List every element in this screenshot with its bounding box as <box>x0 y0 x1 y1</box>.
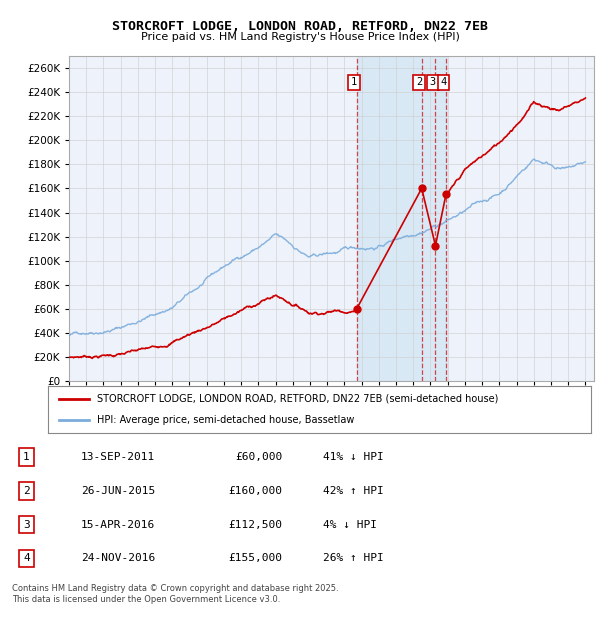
Text: 24-NOV-2016: 24-NOV-2016 <box>81 554 155 564</box>
Text: £60,000: £60,000 <box>235 452 283 462</box>
Text: 26% ↑ HPI: 26% ↑ HPI <box>323 554 384 564</box>
Text: 3: 3 <box>430 78 436 87</box>
Text: This data is licensed under the Open Government Licence v3.0.: This data is licensed under the Open Gov… <box>12 595 280 604</box>
Text: 4: 4 <box>440 78 446 87</box>
Text: 4: 4 <box>23 554 30 564</box>
Text: Contains HM Land Registry data © Crown copyright and database right 2025.: Contains HM Land Registry data © Crown c… <box>12 584 338 593</box>
Text: 41% ↓ HPI: 41% ↓ HPI <box>323 452 384 462</box>
Bar <box>356 56 447 381</box>
Text: 26-JUN-2015: 26-JUN-2015 <box>81 485 155 495</box>
Text: STORCROFT LODGE, LONDON ROAD, RETFORD, DN22 7EB: STORCROFT LODGE, LONDON ROAD, RETFORD, D… <box>112 20 488 33</box>
Text: £155,000: £155,000 <box>229 554 283 564</box>
Text: 42% ↑ HPI: 42% ↑ HPI <box>323 485 384 495</box>
Text: 4% ↓ HPI: 4% ↓ HPI <box>323 520 377 529</box>
Text: Price paid vs. HM Land Registry's House Price Index (HPI): Price paid vs. HM Land Registry's House … <box>140 32 460 42</box>
Text: £160,000: £160,000 <box>229 485 283 495</box>
Text: 13-SEP-2011: 13-SEP-2011 <box>81 452 155 462</box>
Text: £112,500: £112,500 <box>229 520 283 529</box>
Text: 2: 2 <box>416 78 422 87</box>
Text: 1: 1 <box>23 452 30 462</box>
Text: STORCROFT LODGE, LONDON ROAD, RETFORD, DN22 7EB (semi-detached house): STORCROFT LODGE, LONDON ROAD, RETFORD, D… <box>97 394 498 404</box>
Text: 2: 2 <box>23 485 30 495</box>
Text: 1: 1 <box>351 78 357 87</box>
Text: HPI: Average price, semi-detached house, Bassetlaw: HPI: Average price, semi-detached house,… <box>97 415 354 425</box>
Text: 15-APR-2016: 15-APR-2016 <box>81 520 155 529</box>
Text: 3: 3 <box>23 520 30 529</box>
